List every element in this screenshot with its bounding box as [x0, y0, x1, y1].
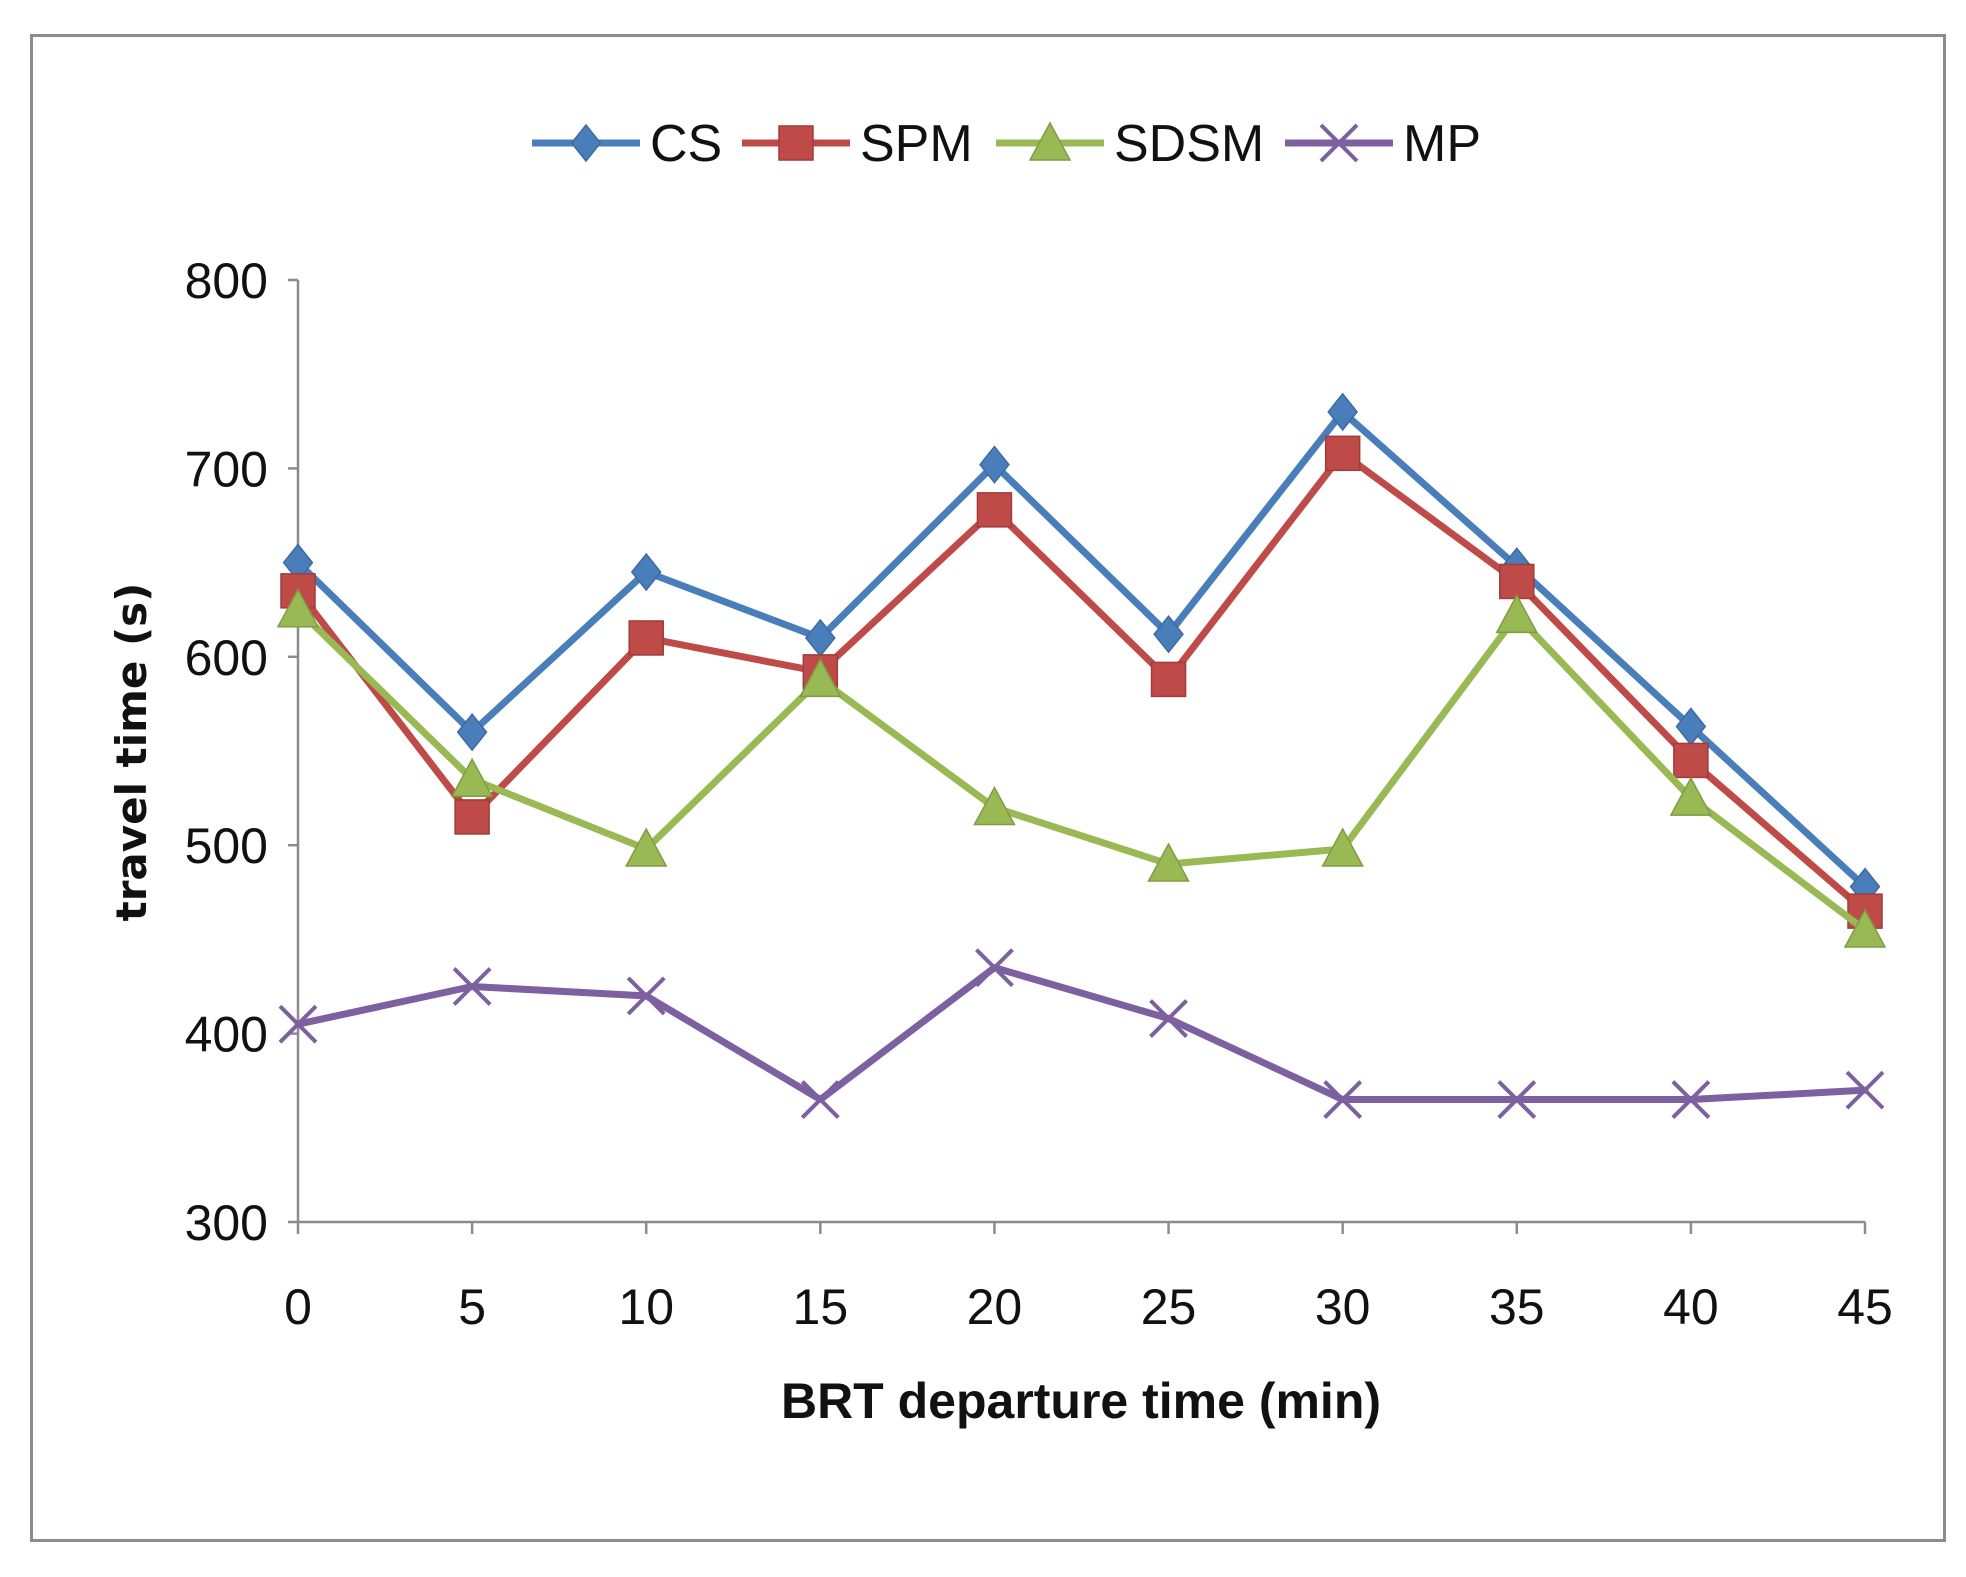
x-tick-label: 30 — [1315, 1279, 1371, 1335]
y-tick-label: 400 — [185, 1007, 268, 1063]
y-tick-label: 800 — [185, 253, 268, 309]
series-mp — [278, 948, 1885, 1119]
data-point-sdsm — [450, 757, 494, 798]
legend-item-cs: CS — [532, 115, 722, 173]
series-cs — [282, 392, 1881, 906]
x-tick-label: 5 — [458, 1279, 486, 1335]
legend-marker-spm — [778, 125, 814, 161]
x-tick-label: 35 — [1489, 1279, 1545, 1335]
data-point-mp — [278, 1004, 318, 1044]
x-tick-label: 10 — [618, 1279, 674, 1335]
data-point-cs — [1327, 392, 1359, 432]
series-line-mp — [294, 964, 1869, 1104]
y-axis-title: travel time (s) — [107, 583, 156, 922]
data-point-mp — [800, 1080, 840, 1119]
x-tick-label: 45 — [1837, 1279, 1893, 1335]
x-tick-label: 0 — [284, 1279, 312, 1335]
data-point-sdsm — [799, 657, 842, 698]
data-point-sdsm — [1321, 827, 1364, 867]
data-point-sdsm — [1495, 593, 1539, 634]
data-point-mp — [1149, 999, 1188, 1038]
data-point-sdsm — [1843, 908, 1887, 948]
data-point-sdsm — [1147, 842, 1190, 882]
data-point-mp — [452, 967, 492, 1006]
legend-item-sdsm: SDSM — [996, 115, 1264, 173]
chart-frame — [30, 34, 1946, 1542]
data-point-spm — [976, 492, 1013, 528]
y-tick-label: 300 — [185, 1195, 268, 1251]
y-tick-label: 700 — [185, 441, 268, 497]
legend-item-spm: SPM — [742, 115, 973, 173]
data-point-spm — [1499, 563, 1535, 600]
data-point-mp — [1323, 1080, 1363, 1119]
legend-marker-mp — [1319, 123, 1359, 163]
data-point-spm — [1673, 742, 1709, 779]
series-line-cs — [294, 408, 1869, 891]
series-line-spm — [294, 449, 1869, 915]
data-point-mp — [975, 948, 1014, 988]
data-point-spm — [1150, 661, 1187, 698]
series-line-sdsm — [294, 606, 1869, 934]
data-point-mp — [1845, 1070, 1885, 1110]
legend-label-cs: CS — [650, 115, 722, 173]
data-point-cs — [1153, 614, 1184, 654]
data-point-cs — [979, 445, 1010, 484]
y-tick-label: 500 — [185, 818, 268, 874]
legend-label-sdsm: SDSM — [1114, 115, 1264, 173]
data-point-sdsm — [276, 588, 320, 628]
axes — [296, 280, 1865, 1224]
legend-label-mp: MP — [1403, 115, 1481, 173]
data-point-spm — [454, 799, 490, 835]
data-point-mp — [1671, 1080, 1711, 1119]
data-point-spm — [628, 620, 664, 656]
x-tick-label: 15 — [793, 1279, 849, 1335]
legend-label-spm: SPM — [860, 115, 973, 173]
data-point-mp — [626, 976, 666, 1016]
ticks: 300 400 500 600 700 800 0 5 10 15 20 25 30 35 40 45 — [185, 253, 1893, 1335]
data-point-cs — [456, 712, 488, 752]
data-point-spm — [1324, 435, 1361, 472]
legend: CS SPM SDSM MP — [532, 115, 1481, 173]
data-point-mp — [1497, 1080, 1537, 1119]
data-point-cs — [630, 552, 662, 592]
legend-marker-cs — [570, 123, 602, 163]
data-point-sdsm — [973, 785, 1016, 826]
series — [276, 392, 1887, 1119]
legend-item-mp: MP — [1285, 115, 1481, 173]
x-axis-title: BRT departure time (min) — [781, 1373, 1381, 1429]
x-tick-label: 40 — [1663, 1279, 1719, 1335]
series-sdsm — [276, 588, 1887, 948]
legend-marker-sdsm — [1028, 121, 1072, 161]
data-point-sdsm — [1669, 776, 1713, 816]
x-tick-label: 20 — [967, 1279, 1023, 1335]
x-tick-label: 25 — [1141, 1279, 1197, 1335]
data-point-sdsm — [624, 827, 668, 867]
y-tick-label: 600 — [185, 630, 268, 686]
